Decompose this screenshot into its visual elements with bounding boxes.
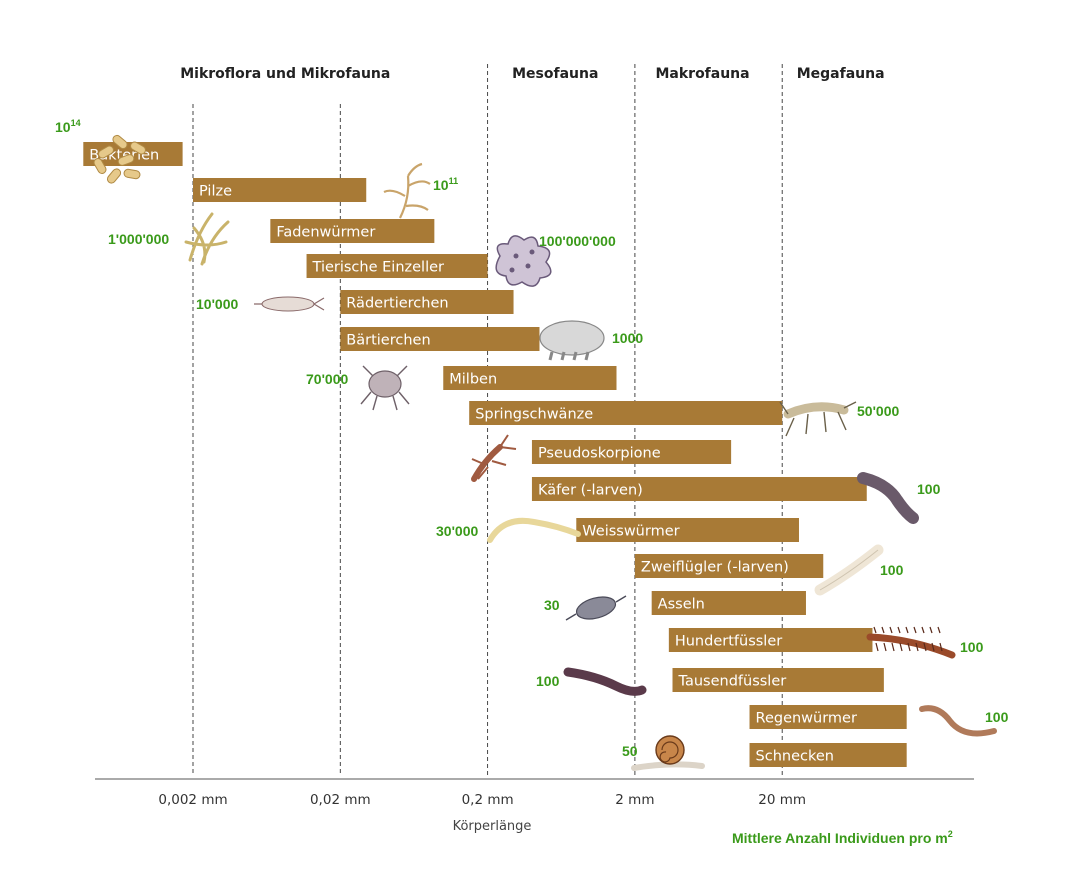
count-label-bakterien: 1014 (55, 118, 81, 135)
bar-zweifluegler-larven (634, 554, 824, 578)
count-label-zweifluegler-larven: 100 (880, 562, 904, 578)
rotifer-icon (254, 296, 325, 312)
earthworm-icon (919, 705, 997, 737)
bar-label-schnecken: Schnecken (756, 749, 834, 765)
bar-springschwaenze (469, 401, 783, 425)
bar-fadenwuermer (270, 219, 435, 243)
count-label-pilze: 1011 (433, 176, 458, 193)
bar-label-tierische-einzeller: Tierische Einzeller (312, 260, 444, 276)
bar-label-milben: Milben (449, 372, 497, 388)
count-label-tausendfuessler: 100 (536, 673, 560, 689)
bar-label-regenwuermer: Regenwürmer (756, 711, 857, 727)
springtail-icon (779, 401, 857, 437)
count-label-kaefer-larven: 100 (917, 481, 941, 497)
bar-weisswuermer (576, 518, 799, 542)
bar-label-raedertierchen: Rädertierchen (346, 296, 448, 312)
count-label-regenwuermer: 100 (985, 709, 1009, 725)
count-label-springschwaenze: 50'000 (857, 403, 899, 419)
count-label-tierische-einzeller: 100'000'000 (539, 233, 616, 249)
bar-kaefer-larven (531, 477, 867, 501)
legend-text: Mittlere Anzahl Individuen pro m2 (732, 829, 953, 846)
bar-tierische-einzeller (306, 254, 488, 278)
bar-pilze (193, 178, 367, 202)
bar-baertierchen (340, 327, 540, 351)
category-header-mesofauna: Mesofauna (512, 66, 598, 82)
bar-label-baertierchen: Bärtierchen (346, 333, 430, 349)
bar-label-fadenwuermer: Fadenwürmer (276, 225, 375, 241)
bar-label-zweifluegler-larven: Zweiflügler (-larven) (641, 560, 789, 576)
x-axis-label: Körperlänge (453, 819, 532, 834)
bar-label-tausendfuessler: Tausendfüssler (678, 674, 787, 690)
beetle-larva-icon (857, 472, 919, 524)
whiteworm-icon (487, 517, 581, 543)
bar-label-hundertfuessler: Hundertfüssler (675, 634, 782, 650)
category-dividers (192, 64, 783, 776)
bar-regenwuermer (749, 705, 907, 729)
category-header-makrofauna: Makrofauna (655, 66, 749, 82)
x-axis-ticks: 0,002 mm 0,02 mm 0,2 mm 2 mm 20 mm (158, 792, 806, 808)
tardigrade-icon (539, 320, 605, 361)
bar-schnecken (749, 743, 907, 767)
count-label-asseln: 30 (544, 597, 560, 613)
legend-sup: 2 (948, 829, 953, 839)
x-tick-label: 2 mm (615, 792, 654, 808)
bar-tausendfuessler (672, 668, 884, 692)
bar-label-asseln: Asseln (658, 597, 705, 613)
fungi-icon (383, 162, 431, 219)
bar-label-springschwaenze: Springschwänze (475, 407, 593, 423)
amoeba-icon (495, 235, 552, 287)
count-label-hundertfuessler: 100 (960, 639, 984, 655)
centipede-icon (866, 626, 956, 659)
bar-pseudoskorpione (531, 440, 732, 464)
category-header-mikroflora-und-mikrofauna: Mikroflora und Mikrofauna (180, 66, 390, 82)
bar-raedertierchen (340, 290, 514, 314)
bar-label-kaefer-larven: Käfer (-larven) (538, 483, 643, 499)
count-label-schnecken: 50 (622, 743, 638, 759)
woodlouse-icon (565, 595, 627, 621)
legend-main: Mittlere Anzahl Individuen pro m (732, 830, 948, 846)
count-label-fadenwuermer: 1'000'000 (108, 231, 169, 247)
x-tick-label: 0,002 mm (158, 792, 227, 808)
mite-icon (360, 365, 410, 411)
count-label-raedertierchen: 10'000 (196, 296, 238, 312)
bar-label-weisswuermer: Weisswürmer (582, 524, 679, 540)
nematode-icon (184, 212, 230, 266)
bar-label-pseudoskorpione: Pseudoskorpione (538, 446, 661, 462)
pseudoscorpion-icon (471, 434, 517, 482)
x-tick-label: 20 mm (758, 792, 806, 808)
category-headers: Mikroflora und Mikrofauna Mesofauna Makrof… (180, 66, 884, 82)
fly-larva-icon (814, 544, 884, 596)
bar-asseln (651, 591, 806, 615)
bar-milben (443, 366, 617, 390)
category-header-megafauna: Megafauna (797, 66, 885, 82)
organism-icons: 1014 1011 1'000'000 100'000'000 10'000 1000 70… (55, 118, 1009, 771)
x-tick-label: 0,02 mm (310, 792, 371, 808)
bar-label-pilze: Pilze (199, 184, 232, 200)
millipede-icon (563, 667, 647, 696)
count-label-weisswuermer: 30'000 (436, 523, 478, 539)
count-label-baertierchen: 1000 (612, 330, 643, 346)
bar-hundertfuessler (668, 628, 873, 652)
x-tick-label: 0,2 mm (462, 792, 514, 808)
count-label-milben: 70'000 (306, 371, 348, 387)
bacteria-icon (93, 134, 146, 184)
snail-icon (631, 735, 705, 771)
